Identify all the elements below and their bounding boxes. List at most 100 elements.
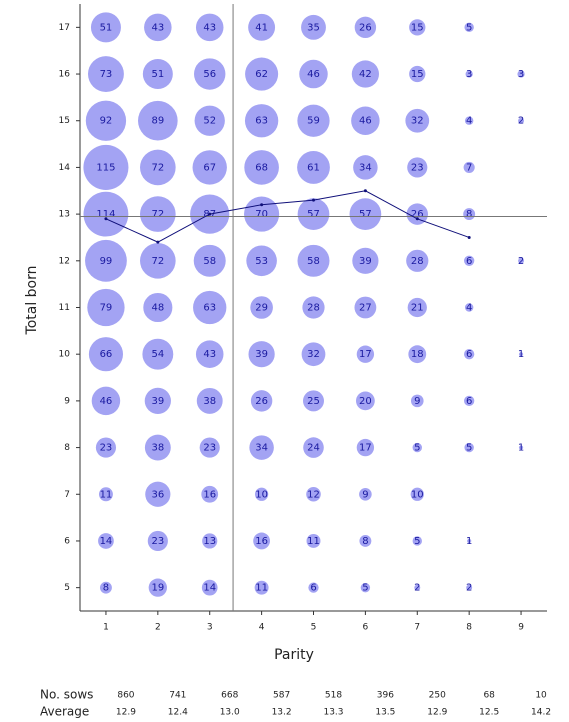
bubble-label: 4 [466,303,472,314]
y-tick-label: 12 [59,256,70,266]
bubble [463,208,476,221]
bubble-label: 36 [151,489,164,500]
bubble [302,296,325,319]
bubble [301,14,326,40]
average-point [260,203,264,207]
bubble-label: 39 [359,256,372,267]
bubble-label: 58 [203,256,216,267]
y-tick-label: 6 [64,536,70,546]
bubble-label: 13 [203,536,216,547]
average-line [105,190,470,243]
bubble-label: 16 [255,536,268,547]
y-tick-label: 7 [64,490,70,500]
bubble-label: 5 [414,443,420,454]
bubble [140,242,176,279]
bubble-label: 63 [203,303,216,314]
table-cell: 13.5 [375,708,395,718]
bubble [143,292,173,323]
bubble [245,57,279,91]
bubble [518,117,525,124]
bubble-label: 2 [518,256,524,267]
x-axis-label: Parity [274,647,314,663]
bubble-label: 34 [255,443,268,454]
bubble [144,13,172,42]
bubble [301,342,326,367]
bubble-label: 34 [359,162,372,173]
bubble [408,345,427,364]
bubble [254,487,269,501]
y-tick-label: 14 [59,163,71,173]
bubble [467,538,472,544]
bubble [144,387,171,414]
table-cell: 741 [169,691,186,701]
average-point [363,189,367,193]
bubble-label: 8 [466,209,472,220]
bubble-label: 72 [151,162,164,173]
bubble-label: 1 [518,443,524,454]
bubble [144,434,171,461]
average-point [312,198,315,202]
y-tick-label: 15 [59,116,70,126]
x-tick-label: 5 [311,623,317,633]
bubble-label: 5 [414,536,420,547]
bubble-label: 11 [100,489,113,500]
bubble-label: 53 [255,256,268,267]
bubble-label: 46 [359,116,372,127]
bubble-label: 21 [411,303,424,314]
bubble-label: 6 [310,583,316,594]
bubble-label: 46 [100,396,113,407]
y-tick-label: 8 [64,443,70,453]
bubble [201,579,218,596]
bubble [194,105,225,136]
y-tick-label: 9 [64,396,70,406]
table-row-label: Average [40,705,89,719]
bubble-label: 26 [359,22,372,33]
bubble-label: 39 [255,349,268,360]
bubble [406,249,429,272]
bubble [464,395,475,407]
bubble [463,161,475,173]
bubble-label: 67 [203,162,216,173]
bubble [303,437,324,458]
bubble-label: 68 [255,162,268,173]
bubble [349,198,382,230]
bubble-label: 51 [100,22,113,33]
bubble [147,530,168,552]
bubble-label: 15 [411,22,424,33]
bubble [196,387,223,414]
bubble [464,255,475,266]
bubble-label: 70 [255,209,268,220]
bubble-label: 10 [255,489,268,500]
table-cell: 518 [325,691,342,701]
average-point [104,217,108,221]
bubble [244,104,279,138]
table-cell: 13.0 [220,708,240,718]
bubble [249,435,274,460]
bubble [465,70,473,78]
bubble [85,100,127,141]
bubble-label: 57 [307,209,320,220]
bubble-label: 9 [362,489,368,500]
average-point [208,212,212,216]
bubble-label: 63 [255,116,268,127]
bubble [410,394,424,408]
bubble [518,257,525,264]
bubble-label: 58 [307,256,320,267]
bubble-label: 72 [151,209,164,220]
y-tick-label: 13 [59,210,70,220]
bubble [297,151,330,184]
bubble [250,296,273,319]
bubble-label: 89 [151,116,164,127]
bubble-label: 1 [466,536,472,547]
bubble-label: 11 [255,583,268,594]
bubble-label: 4 [466,116,472,127]
bubble [464,22,474,33]
bubble-label: 5 [362,583,368,594]
bubble [142,59,173,90]
bubble [148,578,167,597]
bubble-label: 43 [203,22,216,33]
bubble [353,155,378,180]
bubble [253,532,271,550]
bubble [193,290,227,325]
bubble [308,582,319,593]
